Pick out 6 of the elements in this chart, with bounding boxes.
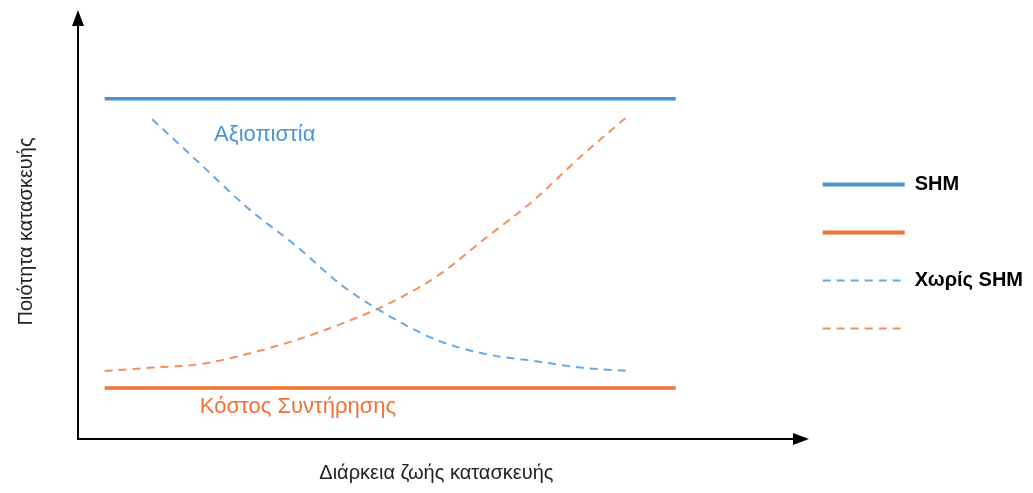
x-axis-title: Διάρκεια ζωής κατασκευής [319, 460, 554, 483]
annotation: Κόστος Συντήρησης [199, 393, 397, 419]
y-axis-title: Ποιότητα κατασκευής [13, 137, 36, 326]
legend-label: Χωρίς SHM [914, 268, 1024, 291]
annotation: Αξιοπιστία [214, 120, 316, 146]
legend-label: SHM [914, 172, 960, 195]
